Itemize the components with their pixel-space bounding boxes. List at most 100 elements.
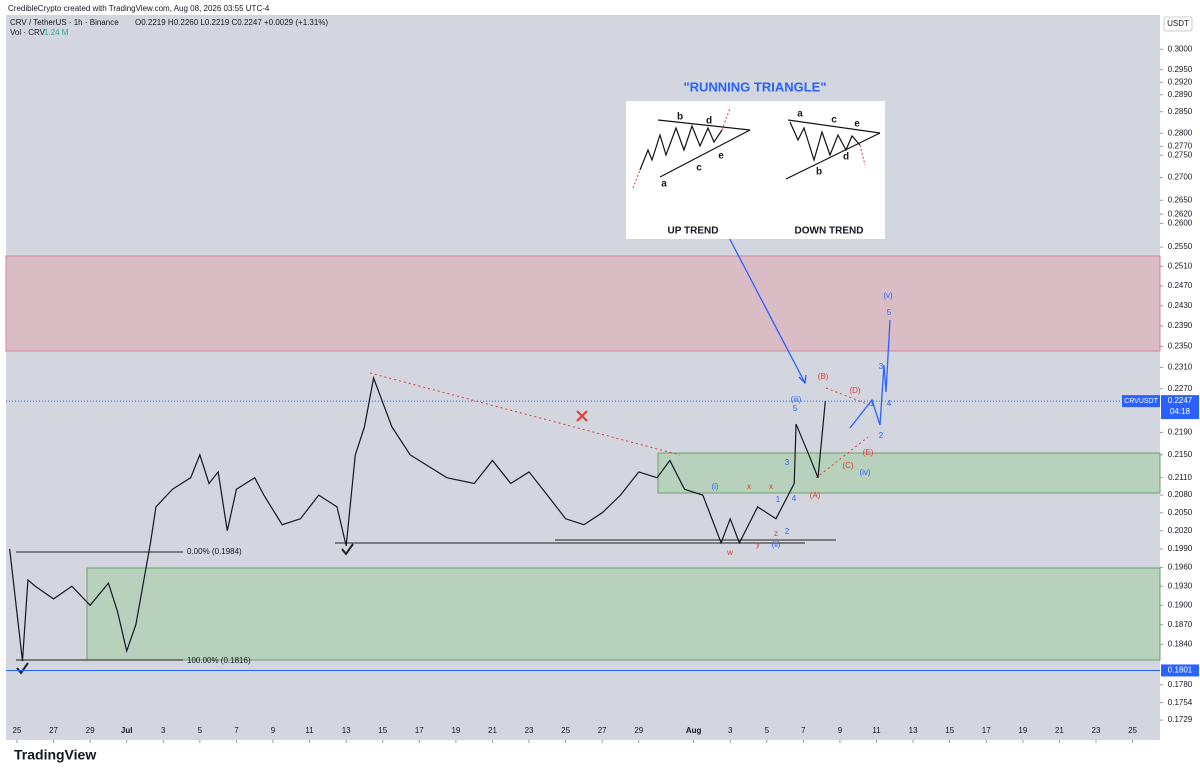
wave-label: (E) xyxy=(863,448,874,457)
y-tick-label: 0.1960 xyxy=(1168,563,1193,572)
inset-label: UP TREND xyxy=(668,226,719,237)
wave-label: 3 xyxy=(785,458,790,467)
wave-label: 5 xyxy=(887,308,892,317)
y-tick-label: 0.2150 xyxy=(1168,450,1193,459)
x-tick-label: 27 xyxy=(49,726,58,735)
x-tick-label: 25 xyxy=(1128,726,1137,735)
trend-line xyxy=(825,387,873,407)
x-tick-label: 7 xyxy=(234,726,239,735)
support-zone xyxy=(657,452,1161,494)
y-tick-label: 0.1900 xyxy=(1168,600,1193,609)
price-line xyxy=(9,375,826,662)
inset-letter: e xyxy=(718,151,724,162)
fib-label: 0.00% (0.1984) xyxy=(187,547,242,556)
y-tick-label: 0.2270 xyxy=(1168,384,1193,393)
y-tick-label: 0.2700 xyxy=(1168,173,1193,182)
price-box xyxy=(1161,395,1199,420)
wave-label: 3 xyxy=(879,362,884,371)
x-tick-label: 17 xyxy=(415,726,424,735)
y-tick-label: 0.2600 xyxy=(1168,219,1193,228)
volume-value: 1.24 M xyxy=(44,28,69,37)
cross-mark xyxy=(576,410,588,422)
x-tick-label: 23 xyxy=(1092,726,1101,735)
x-tick-label: 15 xyxy=(945,726,954,735)
x-tick-label: 13 xyxy=(909,726,918,735)
wave-label: x xyxy=(769,482,773,491)
symbol: CRV / TetherUS · 1h · Binance xyxy=(10,18,119,27)
inset-label: DOWN TREND xyxy=(795,226,864,237)
wave-label: (ii) xyxy=(772,540,781,549)
x-tick-label: Jul xyxy=(121,726,133,735)
y-tick-label: 0.2800 xyxy=(1168,128,1193,137)
wave-label: y xyxy=(756,540,760,549)
x-tick-label: 15 xyxy=(378,726,387,735)
check-mark xyxy=(341,543,354,556)
trend-line xyxy=(815,436,869,479)
y-tick-label: 0.2310 xyxy=(1168,363,1193,372)
x-tick-label: 9 xyxy=(271,726,276,735)
fib-label: 100.00% (0.1816) xyxy=(187,656,251,665)
wave-label: 4 xyxy=(792,494,797,503)
x-tick-label: 27 xyxy=(598,726,607,735)
inset-letter: d xyxy=(706,116,712,127)
inset-letter: a xyxy=(661,179,667,190)
countdown: 04:18 xyxy=(1170,407,1191,416)
y-tick-label: 0.3000 xyxy=(1168,44,1193,53)
y-tick-label: 0.2750 xyxy=(1168,150,1193,159)
wave-label: (A) xyxy=(810,491,821,500)
check-mark xyxy=(16,662,29,675)
y-tick-label: 0.2080 xyxy=(1168,490,1193,499)
x-tick-label: 11 xyxy=(305,726,314,735)
x-tick-label: 25 xyxy=(561,726,570,735)
inset-title: "RUNNING TRIANGLE" xyxy=(683,79,826,94)
level-box xyxy=(1161,664,1199,677)
y-tick-label: 0.2920 xyxy=(1168,77,1193,86)
inset-letter: b xyxy=(816,167,822,178)
wave-label: w xyxy=(726,548,733,557)
wave-label: (i) xyxy=(711,482,718,491)
wave-label: (D) xyxy=(849,386,860,395)
y-tick-label: 0.2620 xyxy=(1168,209,1193,218)
y-tick-label: 0.2950 xyxy=(1168,65,1193,74)
y-tick-label: 0.1840 xyxy=(1168,639,1193,648)
symbol-label: CRVUSDT xyxy=(1124,398,1158,405)
wave-label: (iv) xyxy=(859,468,870,477)
x-tick-label: 29 xyxy=(634,726,643,735)
price-axis xyxy=(1160,15,1200,740)
y-tick-label: 0.2770 xyxy=(1168,141,1193,150)
x-tick-label: 29 xyxy=(86,726,95,735)
y-tick-label: 0.1930 xyxy=(1168,581,1193,590)
y-tick-label: 0.1870 xyxy=(1168,620,1193,629)
y-tick-label: 0.2110 xyxy=(1168,473,1192,482)
inset-letter: e xyxy=(854,119,860,130)
price-label: 0.2247 xyxy=(1168,396,1193,405)
x-tick-label: 25 xyxy=(13,726,22,735)
y-tick-label: 0.1729 xyxy=(1168,715,1193,724)
x-tick-label: 23 xyxy=(525,726,534,735)
volume-label: Vol · CRV xyxy=(10,28,46,37)
x-tick-label: 3 xyxy=(728,726,733,735)
symbol-box xyxy=(1122,395,1160,408)
wave-label: x xyxy=(747,482,751,491)
credit: CredibleCrypto created with TradingView.… xyxy=(8,4,270,13)
inset-letter: b xyxy=(677,112,683,123)
wave-label: (C) xyxy=(842,461,853,470)
wave-label: z xyxy=(774,529,778,538)
y-tick-label: 0.2510 xyxy=(1168,261,1193,270)
x-tick-label: 3 xyxy=(161,726,166,735)
wave-label: (iii) xyxy=(791,395,802,404)
inset-letter: d xyxy=(843,152,849,163)
y-tick-label: 0.1990 xyxy=(1168,544,1193,553)
y-tick-label: 0.2470 xyxy=(1168,281,1193,290)
ohlc: O0.2219 H0.2260 L0.2219 C0.2247 +0.0029 … xyxy=(135,18,328,27)
currency-box xyxy=(1163,16,1193,32)
x-tick-label: 7 xyxy=(801,726,806,735)
x-tick-label: 13 xyxy=(342,726,351,735)
y-tick-label: 0.2390 xyxy=(1168,321,1193,330)
x-tick-label: 5 xyxy=(765,726,770,735)
y-tick-label: 0.1754 xyxy=(1168,698,1193,707)
projection xyxy=(849,319,891,429)
x-tick-label: Aug xyxy=(686,726,702,735)
inset-letter: c xyxy=(696,163,702,174)
